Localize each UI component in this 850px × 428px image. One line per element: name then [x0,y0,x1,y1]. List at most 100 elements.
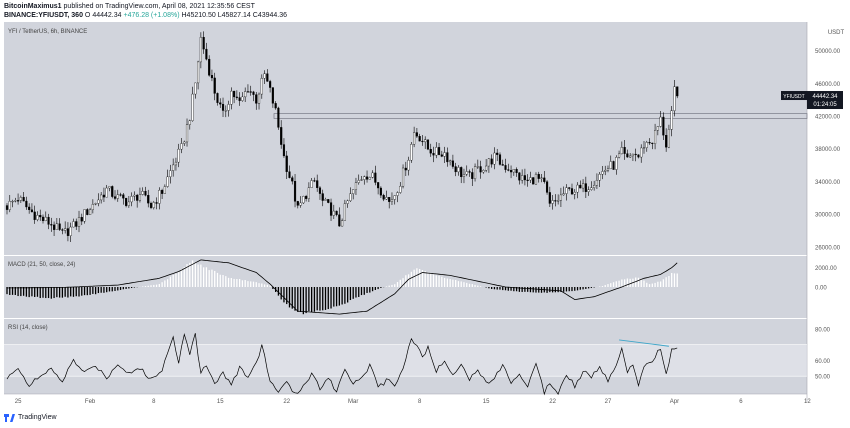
open-label: O [84,12,91,19]
candle-body [617,153,621,158]
symbol-label: BINANCE:YFIUSDT, 360 [4,12,83,19]
candle-body [83,209,86,222]
candle-body [166,176,169,187]
candle-body [8,201,11,210]
candle-body [365,176,369,180]
time-axis-tick: 25 [15,399,22,405]
candle-body [89,209,92,215]
candle-body [255,94,258,104]
candle-body [233,90,236,98]
candle-body [327,199,330,203]
candle-body [163,186,166,194]
candle-body [570,188,574,195]
candle-body [205,48,208,60]
candle-body [155,202,158,204]
candle-body [404,167,407,171]
candle-body [465,171,468,175]
candle-body [357,180,360,183]
price-axis-tick: 34000.00 [815,180,841,186]
candle-body [523,175,526,181]
candle-body [116,194,119,199]
candle-body [244,91,247,98]
candle-body [11,200,14,203]
candle-body [58,223,61,230]
candle-body [498,154,502,165]
candle-body [415,132,418,137]
candle-body [39,214,42,218]
candle-body [338,214,341,227]
candle-body [426,139,430,150]
candle-body [587,189,590,192]
chart-svg[interactable]: 50000.00 46000.00 42000.00 38000.00 34000.00… [0,22,850,412]
rsi-pane-title: RSI (14, close) [8,325,48,331]
candle-body [64,228,67,231]
candle-body [496,152,499,155]
low-value: 45827.14 [221,12,251,19]
candle-body [122,194,125,199]
candle-body [274,103,277,109]
price-label-countdown: 01:24:05 [813,102,837,108]
candle-body [224,110,227,112]
candle-body [238,97,241,101]
candle-body [318,187,322,194]
footer-brand[interactable]: TradingView [18,414,57,421]
candle-body [645,142,648,148]
candle-body [241,96,244,101]
candle-body [584,183,587,192]
candle-body [302,196,305,204]
macd-line [6,259,678,315]
close-label: C [252,12,258,19]
candle-body [576,184,579,193]
low-label: L [217,12,222,19]
candle-body [388,197,391,202]
candle-body [188,120,191,125]
candle-body [407,159,410,171]
candle-body [443,152,446,157]
candle-body [324,199,327,201]
candle-body [174,161,178,166]
candle-body [545,181,549,193]
candle-body [177,148,180,163]
time-axis-tick: 27 [605,399,612,405]
candle-body [601,171,604,175]
candle-body [648,142,651,144]
candle-body [390,199,394,202]
candle-body [130,196,133,203]
candle-body [102,194,106,198]
candle-body [185,124,189,143]
candle-body [548,192,551,204]
pane-1-background [4,22,807,255]
candle-body [446,152,449,163]
time-axis-tick: 6 [739,399,743,405]
candle-body [25,200,28,208]
high-label: H [181,12,187,19]
candle-body [230,90,233,105]
candle-body [623,147,626,154]
candle-body [346,200,349,204]
time-axis-tick: 8 [418,399,422,405]
author[interactable]: BitcoinMaximus1 [4,3,62,10]
candle-body [197,61,200,84]
candle-body [291,177,294,182]
candle-body [471,172,474,179]
candle-body [202,36,205,50]
candle-body [172,164,175,171]
candle-body [22,197,25,202]
time-axis-tick: Apr [670,399,679,405]
price-label-box [807,91,843,110]
candle-body [568,187,571,189]
candle-body [518,172,521,181]
candle-body [595,180,598,186]
price-axis-tick: 46000.00 [815,82,841,88]
footer: TradingView [4,413,57,423]
candle-body [296,201,299,206]
candle-body [111,186,114,197]
candle-body [354,182,358,190]
candle-body [5,205,9,210]
candle-body [280,127,283,145]
candle-body [216,93,219,103]
candle-body [368,177,371,180]
candle-body [249,91,252,93]
ohlc-line: BINANCE:YFIUSDT, 360 O 44442.34 +476.28 … [4,11,287,20]
candle-body [257,93,261,104]
